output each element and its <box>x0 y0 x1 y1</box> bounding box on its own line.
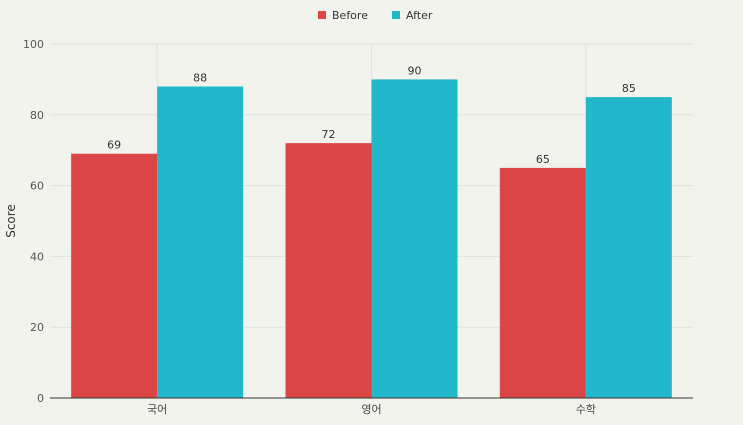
y-tick-label: 80 <box>30 109 44 122</box>
y-axis-title: Score <box>4 204 18 238</box>
y-tick-label: 0 <box>37 392 44 405</box>
x-tick-label: 수학 <box>576 403 596 416</box>
data-label: 69 <box>107 139 121 152</box>
y-tick-label: 100 <box>23 38 44 51</box>
bar-after-1[interactable] <box>371 79 458 399</box>
data-labels: 69 88 72 90 65 85 <box>107 64 636 165</box>
bar-before-0[interactable] <box>71 153 158 398</box>
bar-before-1[interactable] <box>285 143 372 398</box>
bar-after-2[interactable] <box>585 97 672 398</box>
data-label: 72 <box>322 128 336 141</box>
legend[interactable]: Before After <box>318 9 433 22</box>
legend-swatch-after <box>392 11 400 19</box>
bar-before-2[interactable] <box>499 167 586 398</box>
x-tick-label: 국어 <box>147 403 167 416</box>
bars <box>71 79 672 399</box>
y-tick-labels: 0 20 40 60 80 100 <box>23 38 44 405</box>
x-tick-labels: 국어 영어 수학 <box>147 403 596 416</box>
data-label: 88 <box>193 71 207 84</box>
legend-label-after[interactable]: After <box>406 9 433 22</box>
x-tick-label: 영어 <box>361 403 381 416</box>
legend-label-before[interactable]: Before <box>332 9 368 22</box>
data-label: 90 <box>408 64 422 77</box>
y-tick-label: 40 <box>30 250 44 263</box>
y-tick-label: 20 <box>30 321 44 334</box>
data-label: 85 <box>622 82 636 95</box>
data-label: 65 <box>536 153 550 166</box>
legend-swatch-before <box>318 11 326 19</box>
y-tick-label: 60 <box>30 180 44 193</box>
bar-after-0[interactable] <box>157 86 244 398</box>
